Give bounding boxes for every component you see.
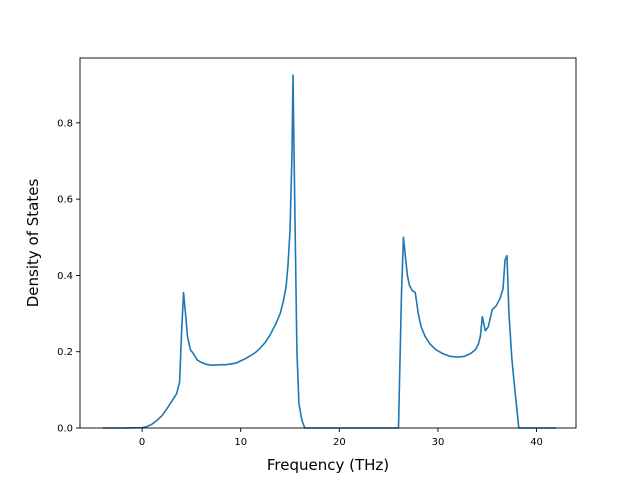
y-tick-label: 0.0 [57, 424, 73, 435]
y-axis-ticks: 0.0 0.2 0.4 0.6 0.8 [57, 118, 80, 435]
dos-curve [102, 74, 557, 429]
y-axis-label: Density of States [24, 179, 42, 308]
x-axis-ticks: 0 10 20 30 40 [139, 428, 543, 448]
x-tick-label: 40 [530, 437, 543, 448]
y-tick-label: 0.8 [57, 118, 73, 129]
x-tick-label: 0 [139, 437, 145, 448]
x-tick-label: 10 [234, 437, 247, 448]
x-tick-label: 30 [432, 437, 445, 448]
plot-frame [79, 57, 577, 429]
y-tick-label: 0.4 [57, 271, 73, 282]
y-tick-label: 0.2 [57, 347, 73, 358]
y-tick-label: 0.6 [57, 195, 73, 206]
x-axis-label: Frequency (THz) [267, 456, 389, 474]
x-tick-label: 20 [333, 437, 346, 448]
plot-area [80, 58, 576, 428]
